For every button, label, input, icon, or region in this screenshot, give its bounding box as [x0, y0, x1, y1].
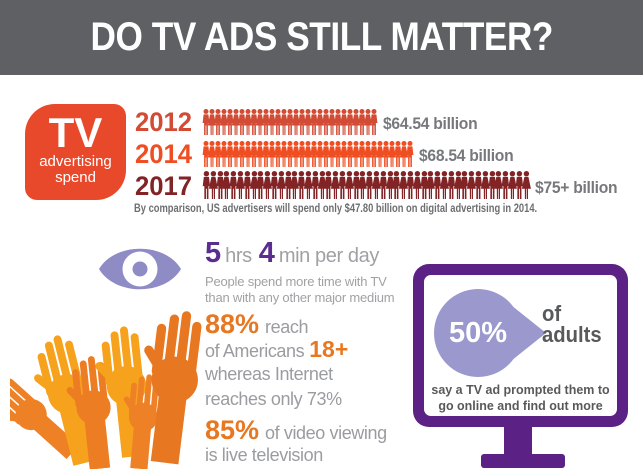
of-adults-line2: adults	[542, 322, 602, 347]
reach-suffix: reach	[265, 317, 309, 337]
time-spent-stat: 5 hrs 4 min per day People spend more time …	[205, 237, 395, 306]
video-line1-text: of video viewing	[265, 423, 387, 443]
reach-line2: of Americans 18+	[205, 337, 348, 362]
crowd-pictogram-2014	[201, 141, 411, 167]
crowd-pictogram-2012	[201, 109, 375, 135]
reach-percentage: 88%	[205, 309, 260, 339]
time-spent-headline: 5 hrs 4 min per day	[205, 237, 394, 270]
badge-subtitle-line1: advertising	[39, 153, 112, 170]
tv-reach-stat: 88% reach of Americans 18+ whereas Inter…	[205, 309, 348, 412]
tv-advertising-spend-badge: TV advertising spend	[25, 104, 126, 200]
of-adults-line1: of	[542, 301, 562, 326]
reach-comparison-line2: reaches only 73%	[205, 389, 342, 409]
crowd-pictogram-2017	[201, 171, 527, 199]
time-desc-line2: than with any other major medium	[205, 290, 395, 305]
prompt-desc-line1: say a TV ad prompted them to	[431, 382, 610, 397]
minutes-value: 4	[258, 237, 275, 269]
year-label: 2017	[135, 171, 193, 201]
video-line2: is live television	[205, 443, 387, 468]
time-spent-description: People spend more time with TV than with…	[205, 274, 395, 306]
video-line2-text: is live television	[205, 445, 323, 465]
header-banner: DO TV ADS STILL MATTER?	[0, 0, 643, 75]
reach-comparison-line1: whereas Internet	[205, 364, 333, 384]
year-label: 2014	[135, 139, 193, 169]
reach-line3: whereas Internet	[205, 362, 348, 387]
hours-unit: hrs	[225, 245, 252, 267]
tv-monitor-illustration: 50% of adults say a TV ad prompted them …	[413, 264, 628, 427]
of-adults-label: of adults	[542, 301, 602, 347]
reach-audience: of Americans	[205, 341, 305, 361]
tv-monitor-screen: 50% of adults say a TV ad prompted them …	[424, 275, 617, 416]
video-percentage: 85%	[205, 415, 260, 445]
spend-row-2014: 2014 $68.54 billion	[135, 135, 522, 169]
minutes-unit: min per day	[278, 245, 379, 267]
badge-title: TV	[48, 109, 103, 156]
adults-percentage: 50%	[448, 316, 508, 349]
page-title: DO TV ADS STILL MATTER?	[90, 15, 553, 59]
eye-icon	[99, 248, 181, 290]
spend-value: $68.54 billion	[419, 146, 514, 165]
tv-monitor-stand-base	[481, 454, 565, 468]
comparison-footnote: By comparison, US advertisers will spend…	[134, 201, 538, 215]
spend-value: $64.54 billion	[383, 114, 478, 133]
live-tv-stat: 85% of video viewing is live television	[205, 415, 387, 468]
reach-line1: 88% reach	[205, 309, 348, 339]
hours-value: 5	[205, 237, 222, 269]
spend-row-2012: 2012 $64.54 billion	[135, 103, 486, 137]
video-line1: 85% of video viewing	[205, 415, 387, 445]
prompt-desc-line2: go online and find out more	[438, 398, 603, 413]
raised-hands-illustration	[10, 306, 205, 469]
reach-line4: reaches only 73%	[205, 387, 348, 412]
spend-row-2017: 2017 $75+ billion	[135, 167, 625, 201]
tv-monitor-stand-neck	[504, 425, 532, 456]
spend-value: $75+ billion	[535, 178, 618, 197]
time-desc-line1: People spend more time with TV	[205, 274, 387, 289]
tv-ad-prompt-description: say a TV ad prompted them to go online a…	[428, 382, 613, 414]
age-group: 18+	[309, 336, 349, 362]
badge-subtitle-line2: spend	[55, 169, 96, 186]
year-label: 2012	[135, 107, 193, 137]
teardrop-bubble	[434, 289, 546, 377]
